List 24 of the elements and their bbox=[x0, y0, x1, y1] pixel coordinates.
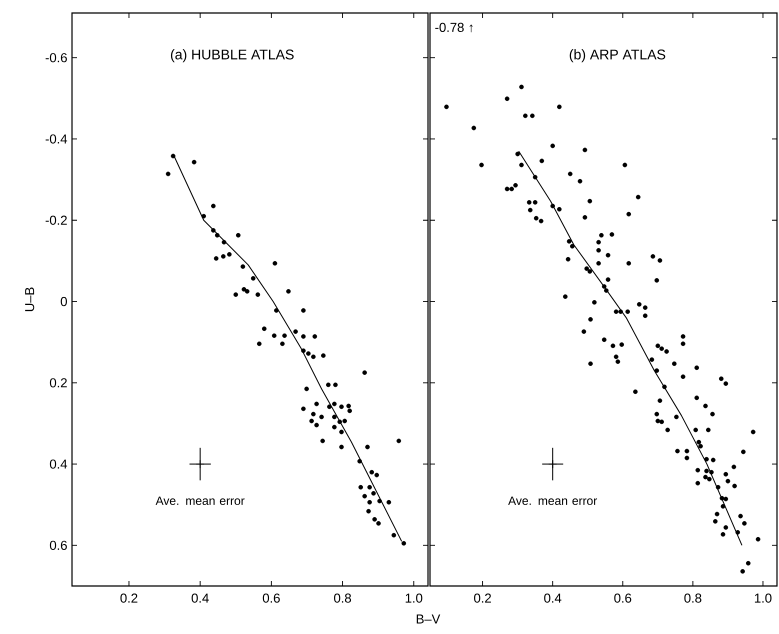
annotation: Ave. mean error bbox=[156, 496, 245, 505]
y-tick-label: 0.2 bbox=[50, 378, 67, 388]
x-tick-label: 1.0 bbox=[406, 594, 422, 603]
y-tick-label: -0.4 bbox=[46, 134, 68, 144]
y-tick-label: 0.6 bbox=[50, 540, 67, 550]
annotation: Ave. mean error bbox=[508, 496, 598, 505]
x-tick-label: 0.8 bbox=[684, 594, 702, 603]
text: (a) HUBBLE ATLAS bbox=[170, 49, 294, 62]
x-axis-title: B–V bbox=[416, 614, 440, 624]
y-axis-title: U–B bbox=[25, 288, 34, 312]
x-tick-label: 0.6 bbox=[262, 594, 280, 603]
x-tick-label: 0.2 bbox=[474, 594, 491, 603]
y-tick-label: -0.2 bbox=[46, 216, 67, 225]
y-tick-label: 0 bbox=[60, 296, 67, 306]
x-tick-label: 0.6 bbox=[614, 594, 632, 603]
x-tick-label: 0.4 bbox=[544, 594, 562, 603]
text: (b) ARP ATLAS bbox=[570, 49, 666, 62]
x-tick-label: 0.2 bbox=[120, 594, 138, 603]
x-tick-label: 0.4 bbox=[192, 594, 209, 603]
x-tick-label: 0.8 bbox=[334, 594, 352, 603]
x-tick-label: 1.0 bbox=[754, 594, 772, 603]
y-tick-label: -0.6 bbox=[46, 53, 67, 62]
annotation: -0.78 ↑ bbox=[435, 22, 473, 32]
y-tick-label: 0.4 bbox=[50, 459, 68, 469]
